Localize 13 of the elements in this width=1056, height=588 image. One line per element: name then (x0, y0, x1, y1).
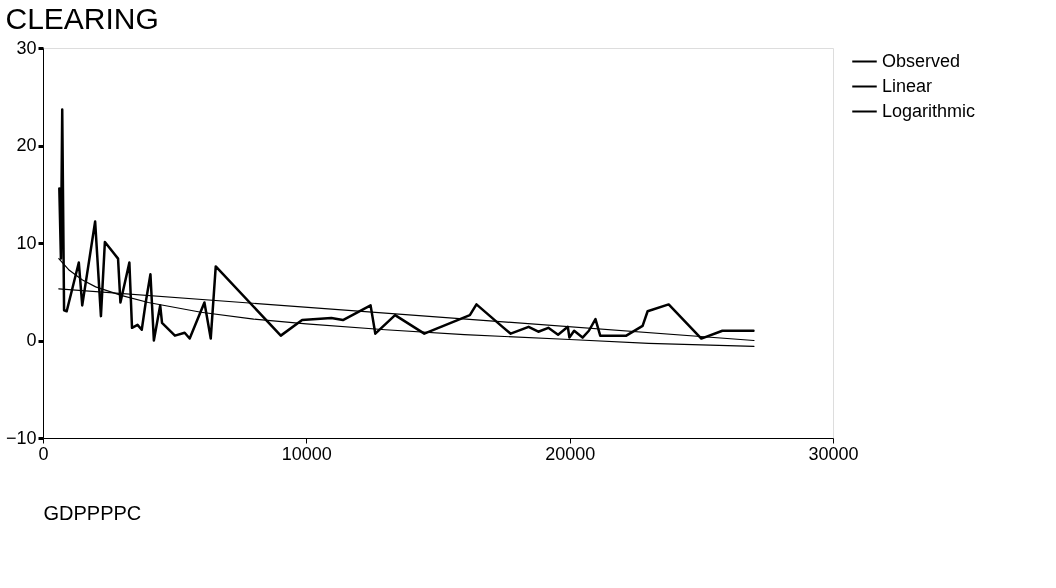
legend-label: Logarithmic (882, 100, 976, 121)
x-tick-label: 20000 (545, 443, 596, 464)
chart-title: CLEARING (5, 2, 159, 35)
y-tick-label: 30 (16, 37, 37, 58)
legend-label: Linear (882, 75, 933, 96)
y-tick-label: −10 (5, 427, 37, 448)
x-axis-title: GDPPPPC (43, 501, 142, 524)
y-tick-label: 10 (16, 232, 37, 253)
legend-label: Observed (882, 50, 961, 71)
x-tick-label: 30000 (808, 443, 859, 464)
y-tick-label: 0 (26, 330, 37, 350)
x-tick-label: 10000 (281, 443, 332, 464)
y-tick-label: 20 (16, 135, 37, 155)
